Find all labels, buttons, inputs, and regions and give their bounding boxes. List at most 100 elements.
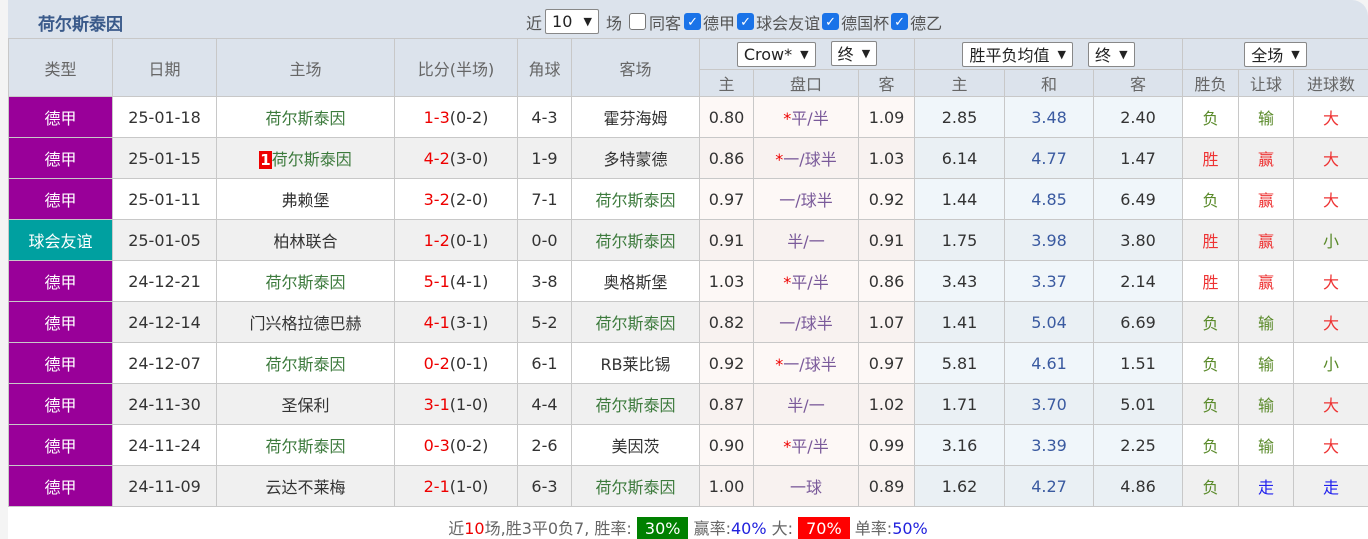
away-team[interactable]: RB莱比锡 xyxy=(571,342,700,384)
home-team[interactable]: 荷尔斯泰因 xyxy=(265,437,346,456)
star-mark: * xyxy=(775,150,784,169)
half-time-score: (1-0) xyxy=(449,476,489,496)
summary-text: 场,胜3平0负7, 胜率: xyxy=(484,519,632,538)
away-team[interactable]: 奥格斯堡 xyxy=(571,260,700,302)
score-cell: 0-2(0-1) xyxy=(394,342,518,384)
home-team-cell: 荷尔斯泰因 xyxy=(216,342,395,384)
home-team[interactable]: 圣保利 xyxy=(281,396,330,415)
away-team[interactable]: 多特蒙德 xyxy=(571,137,700,179)
star-mark: * xyxy=(775,355,784,374)
subheader: 盘口 xyxy=(753,69,859,97)
chevron-down-icon: ▼ xyxy=(800,48,809,62)
match-type[interactable]: 德甲 xyxy=(8,137,113,179)
corner-score: 1-9 xyxy=(517,137,572,179)
away-team[interactable]: 荷尔斯泰因 xyxy=(571,465,700,507)
away-team[interactable]: 荷尔斯泰因 xyxy=(571,178,700,220)
corner-score: 7-1 xyxy=(517,178,572,220)
subheader: 客 xyxy=(858,69,915,97)
league-checkbox[interactable]: ✓ xyxy=(684,13,702,30)
match-type[interactable]: 德甲 xyxy=(8,96,113,138)
result-goals: 大 xyxy=(1292,260,1368,302)
full-time-score[interactable]: 0-2 xyxy=(423,353,450,373)
odds-state-select[interactable]: 终 ▼ xyxy=(1088,41,1135,67)
match-type[interactable]: 德甲 xyxy=(8,178,113,220)
full-time-score[interactable]: 1-2 xyxy=(423,230,450,250)
full-time-score[interactable]: 4-2 xyxy=(423,148,450,168)
match-type[interactable]: 德甲 xyxy=(8,383,113,425)
home-team[interactable]: 云达不莱梅 xyxy=(265,478,346,497)
league-label: 德国杯 xyxy=(841,13,890,33)
home-win-odds: 1.62 xyxy=(914,465,1005,507)
result-handicap: 赢 xyxy=(1238,178,1294,220)
full-time-score[interactable]: 2-1 xyxy=(423,476,450,496)
draw-odds: 3.37 xyxy=(1004,260,1094,302)
match-type[interactable]: 德甲 xyxy=(8,424,113,466)
table-row[interactable]: 德甲 24-11-24 荷尔斯泰因 0-3(0-2) 2-6 美因茨 0.90 … xyxy=(8,424,1368,466)
home-team[interactable]: 弗赖堡 xyxy=(281,191,330,210)
home-win-odds: 2.85 xyxy=(914,96,1005,138)
full-time-score[interactable]: 1-3 xyxy=(423,107,450,127)
match-type[interactable]: 德甲 xyxy=(8,260,113,302)
away-team[interactable]: 荷尔斯泰因 xyxy=(571,301,700,343)
match-type[interactable]: 德甲 xyxy=(8,465,113,507)
recent-count-select[interactable]: 10 ▼ xyxy=(545,9,600,34)
full-time-score[interactable]: 4-1 xyxy=(423,312,450,332)
table-row[interactable]: 球会友谊 25-01-05 柏林联合 1-2(0-1) 0-0 荷尔斯泰因 0.… xyxy=(8,219,1368,261)
table-row[interactable]: 德甲 24-11-30 圣保利 3-1(1-0) 4-4 荷尔斯泰因 0.87 … xyxy=(8,383,1368,425)
table-row[interactable]: 德甲 25-01-18 荷尔斯泰因 1-3(0-2) 4-3 霍芬海姆 0.80… xyxy=(8,96,1368,138)
bookmaker-select[interactable]: Crow* ▼ xyxy=(736,42,816,68)
crow-away-odds: 0.92 xyxy=(858,178,915,220)
handicap-line: 一球 xyxy=(789,478,822,497)
away-win-odds: 4.86 xyxy=(1093,465,1183,507)
crow-state-select[interactable]: 终 ▼ xyxy=(830,40,878,66)
draw-odds: 4.85 xyxy=(1004,178,1094,220)
league-checkbox[interactable]: ✓ xyxy=(891,13,909,30)
scope-select[interactable]: 全场 ▼ xyxy=(1244,41,1307,67)
summary-text: 近 xyxy=(448,519,465,538)
draw-odds: 3.70 xyxy=(1004,383,1094,425)
home-team[interactable]: 荷尔斯泰因 xyxy=(265,273,346,292)
big-rate-badge: 70% xyxy=(798,517,850,539)
table-row[interactable]: 德甲 25-01-11 弗赖堡 3-2(2-0) 7-1 荷尔斯泰因 0.97 … xyxy=(8,178,1368,220)
away-team[interactable]: 霍芬海姆 xyxy=(571,96,700,138)
handicap-line: 半/一 xyxy=(787,396,825,415)
full-time-score[interactable]: 3-1 xyxy=(423,394,450,414)
league-checkbox[interactable]: ✓ xyxy=(737,13,755,30)
home-team[interactable]: 柏林联合 xyxy=(273,232,338,251)
full-time-score[interactable]: 3-2 xyxy=(423,189,450,209)
table-row[interactable]: 德甲 24-12-14 门兴格拉德巴赫 4-1(3-1) 5-2 荷尔斯泰因 0… xyxy=(8,301,1368,343)
odds-type-select[interactable]: 胜平负均值 ▼ xyxy=(962,41,1073,67)
result-win-loss: 胜 xyxy=(1182,260,1239,302)
home-team[interactable]: 荷尔斯泰因 xyxy=(265,355,346,374)
summary-text: 赢率: xyxy=(693,519,731,538)
home-team[interactable]: 荷尔斯泰因 xyxy=(271,150,352,169)
crow-home-odds: 0.82 xyxy=(699,301,754,343)
crow-home-odds: 1.00 xyxy=(699,465,754,507)
match-type[interactable]: 球会友谊 xyxy=(8,219,113,261)
half-time-score: (0-2) xyxy=(449,107,489,127)
away-team[interactable]: 美因茨 xyxy=(571,424,700,466)
table-row[interactable]: 德甲 24-12-21 荷尔斯泰因 5-1(4-1) 3-8 奥格斯堡 1.03… xyxy=(8,260,1368,302)
away-team[interactable]: 荷尔斯泰因 xyxy=(571,219,700,261)
chevron-down-icon: ▼ xyxy=(1119,47,1128,61)
odds-header: 胜平负均值 ▼ 终 ▼ xyxy=(914,38,1183,70)
league-checkbox[interactable]: ✓ xyxy=(822,13,840,30)
crow-header: Crow* ▼ 终 ▼ xyxy=(699,38,915,70)
half-time-score: (0-1) xyxy=(449,230,489,250)
home-team[interactable]: 荷尔斯泰因 xyxy=(265,109,346,128)
home-team-cell: 荷尔斯泰因 xyxy=(216,260,395,302)
crow-away-odds: 0.91 xyxy=(858,219,915,261)
home-team[interactable]: 门兴格拉德巴赫 xyxy=(249,314,362,333)
table-row[interactable]: 德甲 24-11-09 云达不莱梅 2-1(1-0) 6-3 荷尔斯泰因 1.0… xyxy=(8,465,1368,507)
table-row[interactable]: 德甲 24-12-07 荷尔斯泰因 0-2(0-1) 6-1 RB莱比锡 0.9… xyxy=(8,342,1368,384)
table-row[interactable]: 德甲 25-01-15 1荷尔斯泰因 4-2(3-0) 1-9 多特蒙德 0.8… xyxy=(8,137,1368,179)
handicap-line: 一/球半 xyxy=(779,314,833,333)
match-type[interactable]: 德甲 xyxy=(8,301,113,343)
away-team[interactable]: 荷尔斯泰因 xyxy=(571,383,700,425)
same-venue-checkbox[interactable] xyxy=(629,13,647,30)
match-type[interactable]: 德甲 xyxy=(8,342,113,384)
full-time-score[interactable]: 5-1 xyxy=(423,271,450,291)
full-time-score[interactable]: 0-3 xyxy=(423,435,450,455)
home-win-odds: 1.41 xyxy=(914,301,1005,343)
result-win-loss: 负 xyxy=(1182,465,1239,507)
